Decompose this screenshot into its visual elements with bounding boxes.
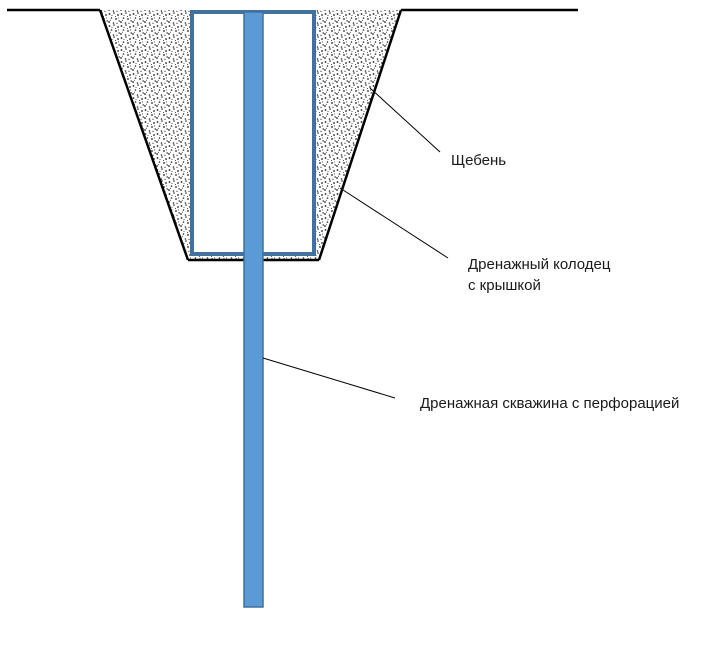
leader-well [339,187,449,259]
label-gravel: Щебень [451,152,506,169]
label-borehole: Дренажная скважина с перфорацией [420,395,679,412]
label-well-line1: Дренажный колодец [468,256,611,273]
pit-wall-left [98,9,190,261]
leader-gravel [369,87,441,153]
leader-borehole [262,357,396,399]
label-well-line2: с крышкой [468,277,541,294]
pit-wall-right [317,9,403,261]
borehole-pipe [243,11,264,608]
